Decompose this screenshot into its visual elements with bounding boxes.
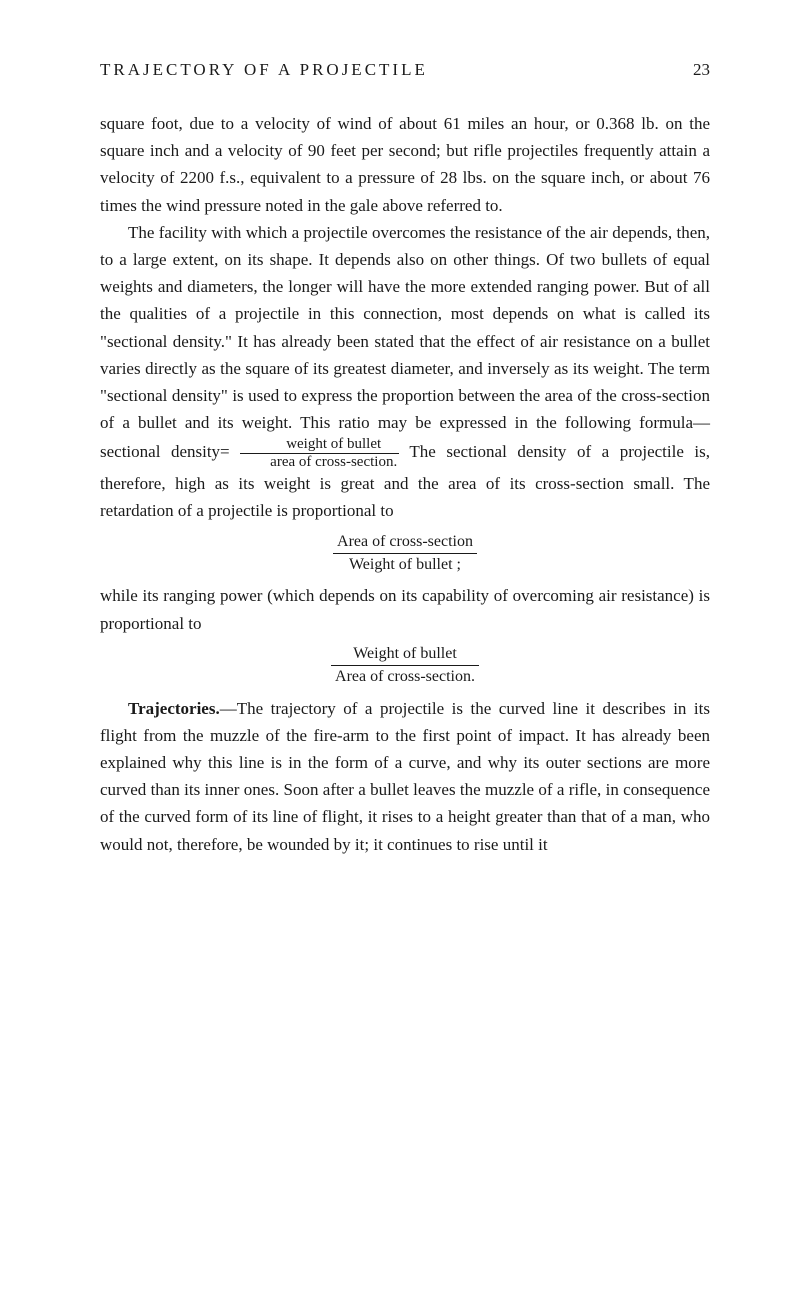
fraction-denominator: Area of cross-section. <box>331 666 479 688</box>
page-number: 23 <box>693 60 710 80</box>
paragraph-sectional-density: The facility with which a projectile ove… <box>100 219 710 525</box>
paragraph-continuation: square foot, due to a velocity of wind o… <box>100 110 710 219</box>
paragraph-text: —The trajectory of a projectile is the c… <box>100 699 710 854</box>
formula-fraction: Weight of bullet Area of cross-section. <box>331 643 479 689</box>
page-header: TRAJECTORY OF A PROJECTILE 23 <box>100 60 710 80</box>
paragraph-ranging-power: while its ranging power (which depends o… <box>100 582 710 636</box>
fraction-numerator: weight of bullet <box>240 436 399 454</box>
section-heading: Trajectories. <box>128 699 220 718</box>
fraction-denominator: area of cross-section. <box>240 454 399 471</box>
paragraph-text: The facility with which a projectile ove… <box>100 223 710 461</box>
fraction-numerator: Weight of bullet <box>331 643 479 666</box>
density-fraction: weight of bullet area of cross-section. <box>240 436 399 470</box>
running-title: TRAJECTORY OF A PROJECTILE <box>100 60 428 80</box>
ranging-power-formula: Weight of bullet Area of cross-section. <box>100 643 710 689</box>
fraction-denominator: Weight of bullet ; <box>333 554 477 576</box>
retardation-formula: Area of cross-section Weight of bullet ; <box>100 531 710 577</box>
formula-fraction: Area of cross-section Weight of bullet ; <box>333 531 477 577</box>
fraction-numerator: Area of cross-section <box>333 531 477 554</box>
paragraph-trajectories: Trajectories.—The trajectory of a projec… <box>100 695 710 858</box>
